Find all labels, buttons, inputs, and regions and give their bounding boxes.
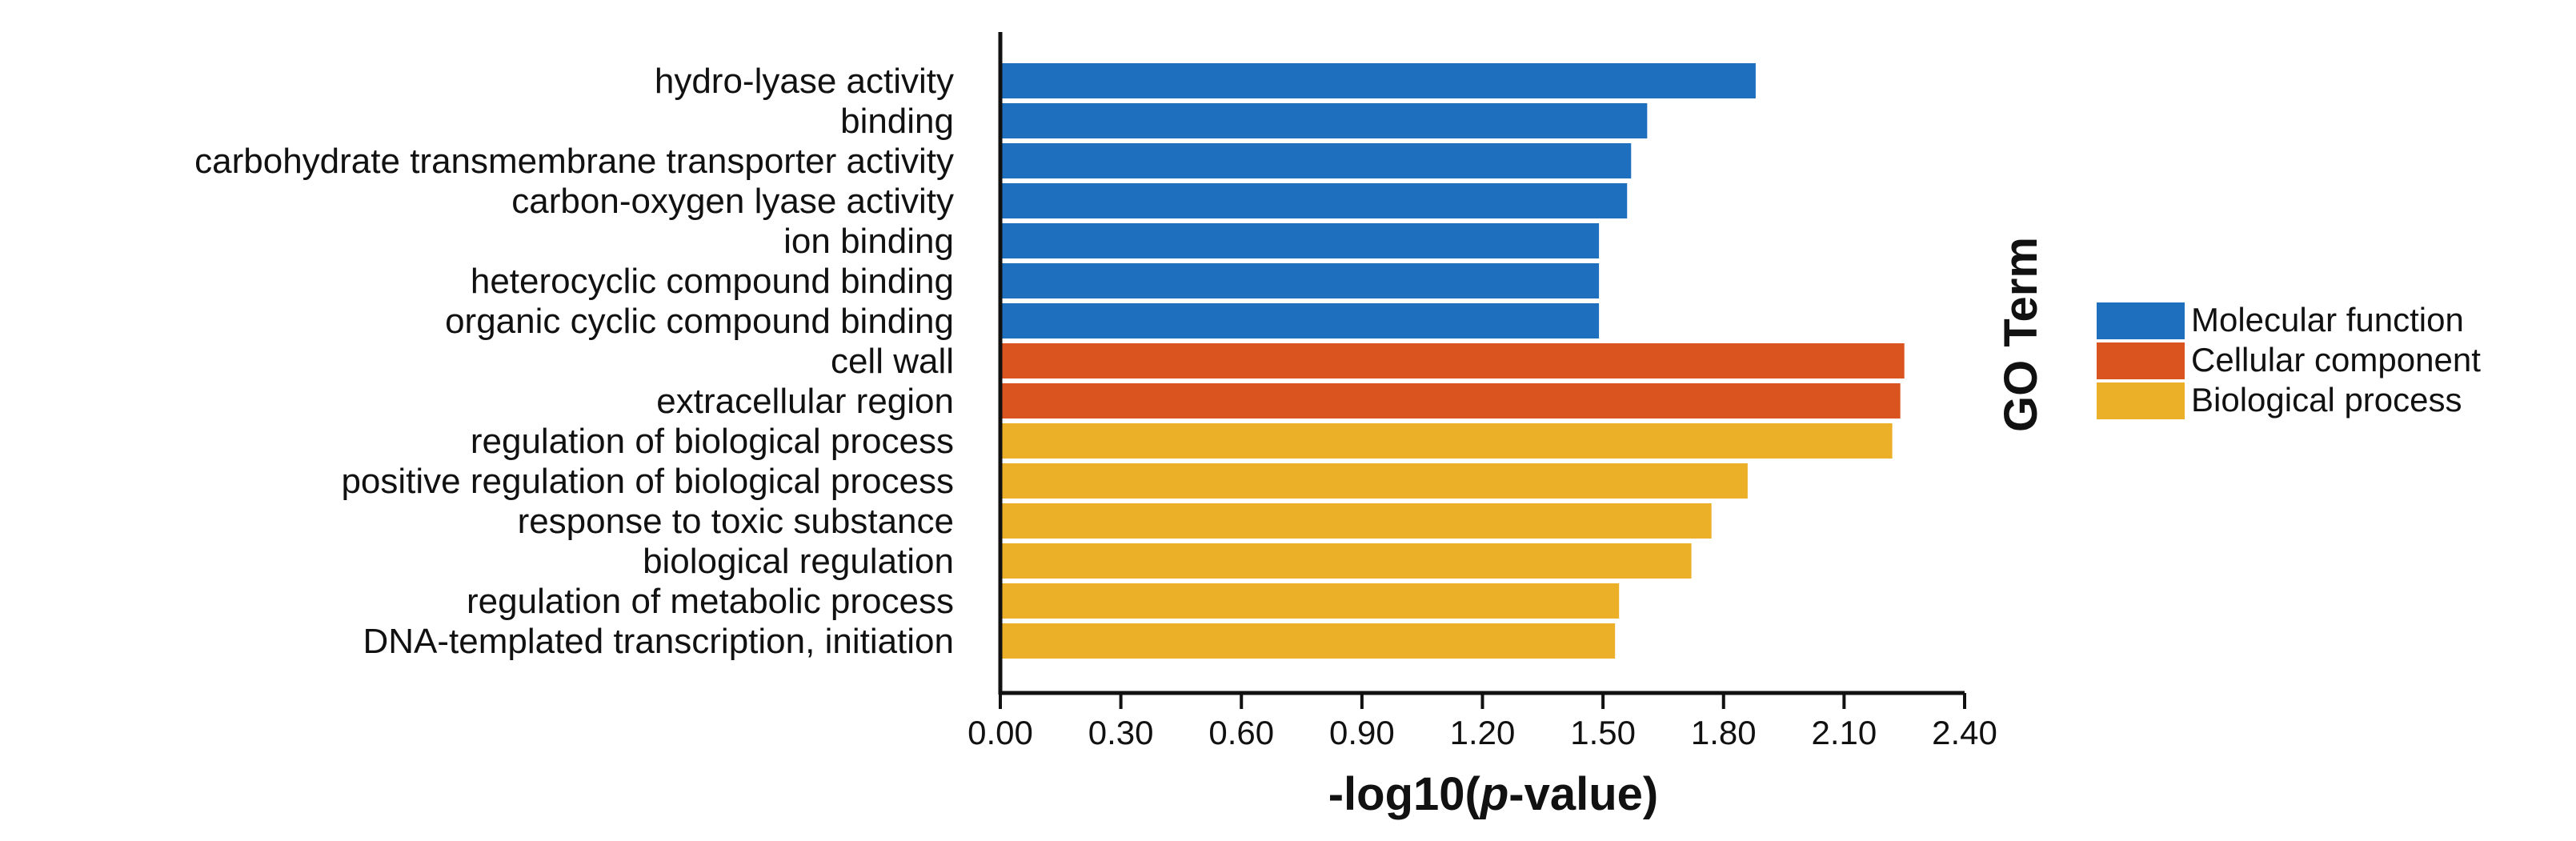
x-tick-label: 0.30 (1088, 714, 1154, 751)
category-labels: hydro-lyase activitybindingcarbohydrate … (194, 62, 954, 661)
legend-title: GO Term (1995, 237, 2047, 432)
category-label: organic cyclic compound binding (445, 302, 954, 341)
x-tick-label: 0.90 (1329, 714, 1395, 751)
bar (1000, 623, 1616, 659)
x-axis-label-end: -value) (1508, 768, 1658, 820)
category-label: extracellular region (656, 382, 954, 421)
category-label: hydro-lyase activity (655, 62, 954, 101)
category-label: carbon-oxygen lyase activity (511, 182, 954, 221)
bar (1000, 503, 1712, 539)
category-label: DNA-templated transcription, initiation (363, 622, 954, 661)
legend-label: Biological process (2191, 381, 2462, 418)
x-axis-ticks: 0.00 0.30 0.60 0.90 1.20 1.50 1.80 2.10 2.40 (968, 693, 1997, 751)
legend-swatch (2097, 382, 2185, 419)
category-label: response to toxic substance (518, 502, 954, 541)
bar (1000, 543, 1692, 579)
x-tick-label: 0.60 (1208, 714, 1274, 751)
x-tick-label: 2.10 (1812, 714, 1877, 751)
category-label: cell wall (831, 342, 954, 381)
bar (1000, 263, 1600, 298)
category-label: regulation of biological process (471, 422, 954, 461)
bar (1000, 183, 1628, 218)
bars-group (1000, 63, 1905, 659)
x-tick-label: 0.00 (968, 714, 1033, 751)
bar (1000, 223, 1600, 258)
category-label: regulation of metabolic process (467, 582, 954, 621)
x-tick-label: 1.20 (1450, 714, 1516, 751)
category-label: biological regulation (643, 542, 954, 581)
x-axis-label: -log10(p-value) (1328, 768, 1659, 820)
x-axis-label-italic: p (1479, 768, 1508, 820)
legend-swatch (2097, 302, 2185, 339)
legend-label: Molecular function (2191, 301, 2464, 338)
bar (1000, 303, 1600, 338)
legend-swatch (2097, 342, 2185, 379)
bar (1000, 463, 1748, 499)
bar (1000, 423, 1893, 459)
category-label: positive regulation of biological proces… (341, 462, 954, 501)
x-tick-label: 2.40 (1932, 714, 1997, 751)
x-tick-label: 1.50 (1570, 714, 1636, 751)
bar (1000, 583, 1620, 619)
category-label: carbohydrate transmembrane transporter a… (194, 142, 954, 181)
category-label: ion binding (783, 222, 954, 261)
category-label: binding (840, 102, 954, 141)
bar (1000, 63, 1756, 98)
bar (1000, 143, 1632, 178)
x-axis-label-main: -log10( (1328, 768, 1481, 820)
legend-label: Cellular component (2191, 341, 2481, 378)
bar (1000, 343, 1905, 378)
x-tick-label: 1.80 (1691, 714, 1757, 751)
category-label: heterocyclic compound binding (471, 262, 954, 301)
bar (1000, 103, 1648, 138)
bar (1000, 383, 1901, 418)
